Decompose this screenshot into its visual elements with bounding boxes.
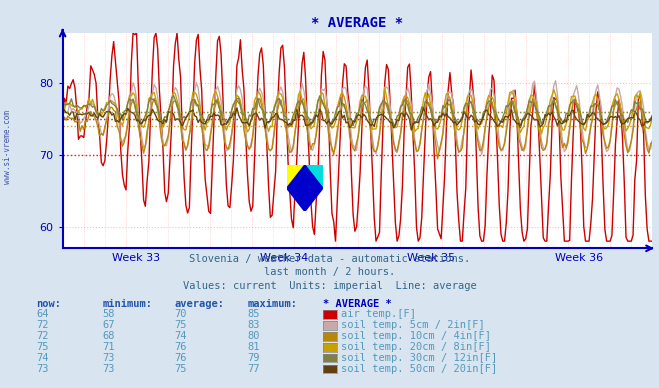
Text: Values: current  Units: imperial  Line: average: Values: current Units: imperial Line: av…	[183, 281, 476, 291]
Text: 70: 70	[175, 309, 187, 319]
Title: * AVERAGE *: * AVERAGE *	[312, 16, 403, 30]
Text: www.si-vreme.com: www.si-vreme.com	[3, 111, 13, 184]
Text: 81: 81	[247, 342, 260, 352]
Text: soil temp. 50cm / 20in[F]: soil temp. 50cm / 20in[F]	[341, 364, 498, 374]
Text: now:: now:	[36, 298, 61, 308]
Text: 76: 76	[175, 353, 187, 363]
Text: soil temp. 30cm / 12in[F]: soil temp. 30cm / 12in[F]	[341, 353, 498, 363]
Polygon shape	[287, 165, 304, 188]
Text: 75: 75	[36, 342, 49, 352]
Text: 85: 85	[247, 309, 260, 319]
Text: average:: average:	[175, 298, 225, 308]
Text: 75: 75	[175, 364, 187, 374]
Text: 74: 74	[36, 353, 49, 363]
Polygon shape	[287, 165, 323, 211]
Text: soil temp. 5cm / 2in[F]: soil temp. 5cm / 2in[F]	[341, 320, 485, 330]
Text: 73: 73	[102, 353, 115, 363]
Text: 75: 75	[175, 320, 187, 330]
Text: 77: 77	[247, 364, 260, 374]
Text: 74: 74	[175, 331, 187, 341]
Text: maximum:: maximum:	[247, 298, 297, 308]
Text: 76: 76	[175, 342, 187, 352]
Text: soil temp. 20cm / 8in[F]: soil temp. 20cm / 8in[F]	[341, 342, 492, 352]
Text: air temp.[F]: air temp.[F]	[341, 309, 416, 319]
Text: 71: 71	[102, 342, 115, 352]
Text: 72: 72	[36, 331, 49, 341]
Text: minimum:: minimum:	[102, 298, 152, 308]
Text: 58: 58	[102, 309, 115, 319]
Text: 67: 67	[102, 320, 115, 330]
Text: last month / 2 hours.: last month / 2 hours.	[264, 267, 395, 277]
Text: 73: 73	[36, 364, 49, 374]
Text: 68: 68	[102, 331, 115, 341]
Text: 83: 83	[247, 320, 260, 330]
Text: 64: 64	[36, 309, 49, 319]
Text: 72: 72	[36, 320, 49, 330]
Text: 79: 79	[247, 353, 260, 363]
Text: 80: 80	[247, 331, 260, 341]
Text: * AVERAGE *: * AVERAGE *	[323, 298, 391, 308]
Text: soil temp. 10cm / 4in[F]: soil temp. 10cm / 4in[F]	[341, 331, 492, 341]
Text: 73: 73	[102, 364, 115, 374]
Polygon shape	[304, 165, 323, 188]
Text: Slovenia / weather data - automatic stations.: Slovenia / weather data - automatic stat…	[189, 254, 470, 264]
